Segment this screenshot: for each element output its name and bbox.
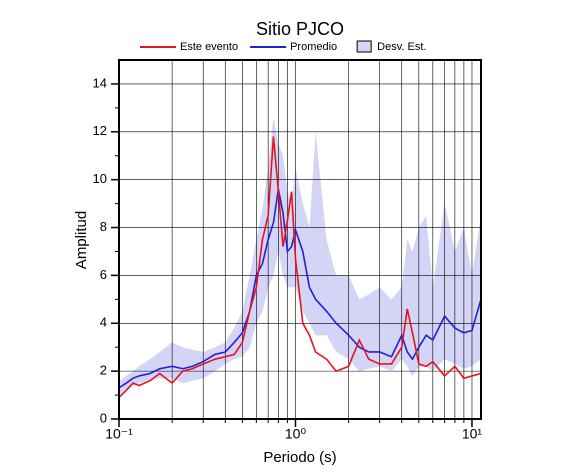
legend-label: Este evento	[180, 41, 238, 53]
y-tick-label: 2	[100, 363, 107, 378]
x-tick-label: 10⁰	[285, 426, 307, 442]
y-tick-label: 0	[100, 410, 107, 425]
legend-label: Promedio	[290, 41, 337, 53]
chart-title: Sitio PJCO	[256, 19, 344, 39]
y-tick-label: 4	[100, 315, 107, 330]
std-band	[119, 117, 481, 396]
y-axis-label: Amplitud	[73, 211, 90, 269]
x-tick-label: 10⁻¹	[105, 426, 133, 442]
y-tick-label: 14	[93, 75, 107, 90]
data-line	[118, 136, 482, 399]
plot-frame	[118, 59, 482, 420]
legend-swatch	[356, 40, 372, 53]
y-tick-label: 6	[100, 267, 107, 282]
y-tick-label: 10	[93, 171, 107, 186]
x-tick-label: 10¹	[462, 426, 483, 442]
legend-label: Desv. Est.	[377, 41, 426, 53]
y-tick-label: 8	[100, 219, 107, 234]
x-axis-label: Periodo (s)	[263, 449, 336, 466]
y-tick-label: 12	[93, 123, 107, 138]
